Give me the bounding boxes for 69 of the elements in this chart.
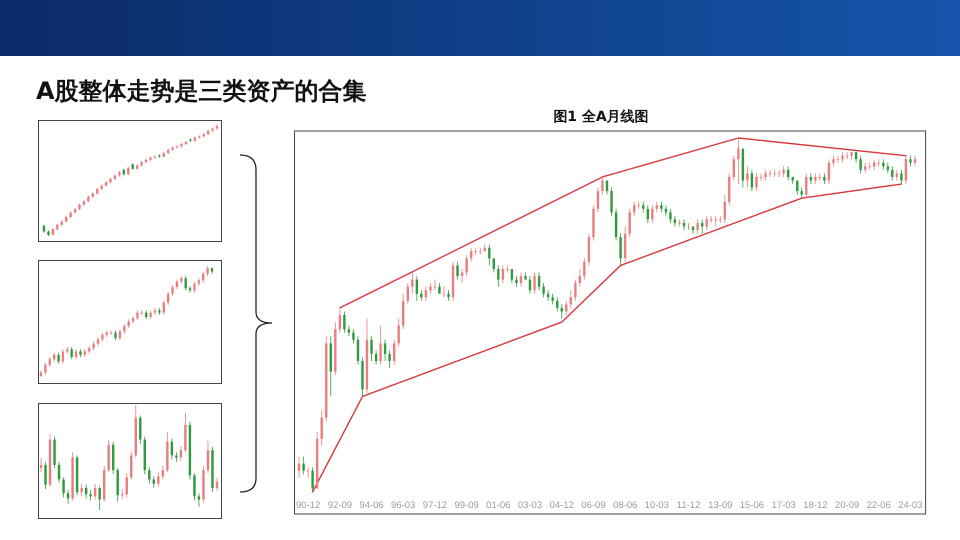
candlestick xyxy=(352,329,355,344)
candlestick xyxy=(737,138,740,184)
candlestick xyxy=(823,173,826,184)
candlestick xyxy=(660,202,663,212)
candlestick xyxy=(89,490,92,501)
candlestick xyxy=(158,308,161,315)
candlestick xyxy=(846,152,848,160)
candlestick xyxy=(909,156,912,166)
candlestick xyxy=(546,290,550,301)
candlestick xyxy=(664,205,668,216)
candlestick xyxy=(836,156,840,163)
candlestick xyxy=(66,490,70,504)
x-tick-label: 90-12 xyxy=(296,500,320,511)
candlestick xyxy=(175,452,178,462)
candlestick xyxy=(460,268,464,284)
candlestick xyxy=(515,276,518,287)
x-tick-label: 01-06 xyxy=(486,500,510,511)
candlestick xyxy=(348,326,350,336)
candlestick xyxy=(506,265,509,273)
candlestick xyxy=(778,170,780,177)
candlestick xyxy=(768,170,772,177)
chart-title: 图1 全A月线图 xyxy=(553,109,649,125)
x-tick-label: 92-09 xyxy=(328,500,352,511)
candlestick xyxy=(188,286,192,293)
x-tick-label: 03-03 xyxy=(518,500,542,511)
candlestick xyxy=(442,286,446,298)
x-tick-label: 11-12 xyxy=(676,500,700,511)
candlestick xyxy=(149,310,152,320)
x-tick-label: 13-09 xyxy=(708,500,732,511)
candlestick xyxy=(388,350,391,368)
candlestick xyxy=(832,156,835,166)
x-tick-label: 22-06 xyxy=(866,500,891,511)
x-tick-label: 04-12 xyxy=(550,500,574,511)
x-tick-label: 97-12 xyxy=(422,500,448,511)
candlestick xyxy=(429,283,432,294)
candlestick xyxy=(674,216,676,226)
candlestick xyxy=(198,493,200,507)
candlestick xyxy=(760,173,762,180)
chart-title: A股整体走势是三类资产的合集 xyxy=(36,77,367,105)
x-tick-label: 96-03 xyxy=(391,500,416,511)
candlestick xyxy=(687,222,690,230)
candlestick xyxy=(171,146,174,151)
candlestick xyxy=(678,219,681,226)
candlestick xyxy=(189,138,192,142)
candlestick xyxy=(298,456,300,478)
x-tick-label: 20-09 xyxy=(834,500,860,511)
x-tick-label: 94-06 xyxy=(359,500,384,511)
candlestick xyxy=(773,170,776,177)
x-tick-label: 18-12 xyxy=(803,500,828,511)
candlestick xyxy=(92,341,95,350)
x-tick-label: 15-06 xyxy=(740,500,764,511)
candlestick xyxy=(746,166,749,188)
x-tick-label: 08-06 xyxy=(612,500,638,511)
candlestick xyxy=(302,456,305,474)
x-tick-label: 99-09 xyxy=(454,500,479,511)
candlestick xyxy=(40,458,42,472)
candlestick xyxy=(578,268,582,287)
candlestick xyxy=(306,467,310,478)
candlestick xyxy=(80,484,83,496)
x-tick-label: 06-09 xyxy=(581,500,606,511)
candlestick xyxy=(782,166,785,177)
candlestick xyxy=(542,283,545,298)
x-tick-label: 17-03 xyxy=(771,500,796,511)
candlestick xyxy=(434,280,436,290)
candlestick xyxy=(101,332,104,342)
candlestick xyxy=(132,316,134,324)
x-tick-label: 10-03 xyxy=(644,500,669,511)
x-tick-label: 24-03 xyxy=(898,500,923,511)
candlestick xyxy=(424,286,428,301)
